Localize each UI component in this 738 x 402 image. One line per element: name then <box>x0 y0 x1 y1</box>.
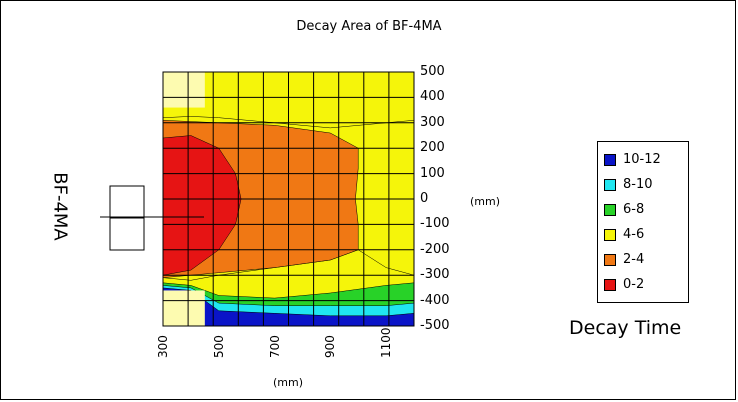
legend-label: 0-2 <box>623 277 645 292</box>
x-unit-label: (mm) <box>273 376 304 389</box>
y-tick-label: 500 <box>420 64 445 79</box>
blank-corner-0 <box>163 72 205 108</box>
y-unit-label: (mm) <box>470 195 501 208</box>
legend-item: 6-8 <box>604 197 682 222</box>
legend-label: 2-4 <box>623 252 645 267</box>
device-label: BF-4MA <box>49 172 71 241</box>
y-tick-label: -500 <box>420 318 450 333</box>
chart-title: Decay Area of BF-4MA <box>296 19 442 34</box>
y-tick-label: -400 <box>420 292 450 308</box>
y-tick-label: 200 <box>420 140 445 156</box>
legend: 10-12 8-10 6-8 4-6 2-4 0-2 <box>597 141 689 303</box>
legend-label: 8-10 <box>623 177 653 192</box>
y-tick-label: 0 <box>420 191 429 206</box>
y-tick-label: -100 <box>420 216 450 232</box>
legend-label: 6-8 <box>623 202 645 217</box>
legend-swatch <box>604 278 616 291</box>
x-tick-label: 900 <box>323 335 338 358</box>
plot-area-border <box>162 71 415 327</box>
y-tick-label: 300 <box>420 114 445 130</box>
blank-corner-1 <box>163 290 205 326</box>
y-tick-label: -200 <box>420 241 450 257</box>
y-tick-label: 100 <box>420 165 445 181</box>
legend-swatch <box>604 203 616 216</box>
y-tick-label: -300 <box>420 267 450 283</box>
legend-item: 8-10 <box>604 172 682 197</box>
legend-label: 4-6 <box>623 227 645 242</box>
legend-item: 0-2 <box>604 272 682 297</box>
x-tick-label: 1100 <box>379 327 394 358</box>
legend-item: 10-12 <box>604 147 682 172</box>
x-tick-label: 700 <box>267 335 282 358</box>
legend-swatch <box>604 228 616 241</box>
legend-item: 4-6 <box>604 222 682 247</box>
legend-item: 2-4 <box>604 247 682 272</box>
x-tick-label: 300 <box>156 335 170 358</box>
x-tick-label: 500 <box>211 335 226 358</box>
legend-swatch <box>604 253 616 266</box>
y-tick-label: 400 <box>420 89 445 105</box>
legend-swatch <box>604 153 616 166</box>
legend-swatch <box>604 178 616 191</box>
legend-label: 10-12 <box>623 152 661 167</box>
legend-title: Decay Time <box>569 317 682 339</box>
